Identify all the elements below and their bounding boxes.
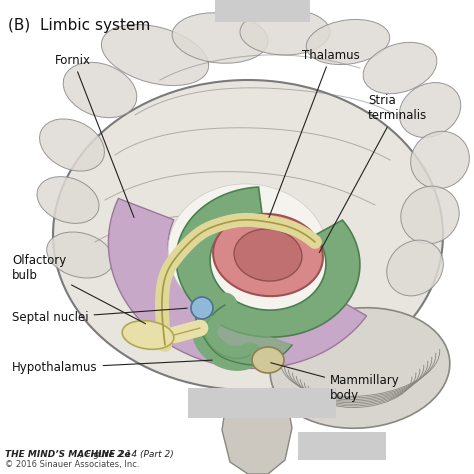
Text: (B)  Limbic system: (B) Limbic system xyxy=(8,18,150,33)
Text: Stria
terminalis: Stria terminalis xyxy=(319,94,427,253)
Polygon shape xyxy=(222,390,292,474)
Text: © 2016 Sinauer Associates, Inc.: © 2016 Sinauer Associates, Inc. xyxy=(5,460,139,469)
FancyBboxPatch shape xyxy=(188,388,336,418)
Ellipse shape xyxy=(410,131,469,189)
Ellipse shape xyxy=(39,119,104,171)
Ellipse shape xyxy=(399,82,461,137)
Ellipse shape xyxy=(101,25,209,86)
Ellipse shape xyxy=(363,42,437,94)
Polygon shape xyxy=(109,199,366,368)
Polygon shape xyxy=(195,310,292,365)
Ellipse shape xyxy=(191,297,213,319)
Text: Mammillary
body: Mammillary body xyxy=(271,363,400,402)
Ellipse shape xyxy=(168,184,328,320)
Text: Thalamus: Thalamus xyxy=(269,48,360,218)
Ellipse shape xyxy=(213,214,323,296)
FancyBboxPatch shape xyxy=(298,432,386,460)
Ellipse shape xyxy=(53,80,443,390)
Ellipse shape xyxy=(172,13,268,63)
Text: THE MIND’S MACHINE 2e: THE MIND’S MACHINE 2e xyxy=(5,450,131,459)
Text: , Figure 2.14 (Part 2): , Figure 2.14 (Part 2) xyxy=(80,450,173,459)
Ellipse shape xyxy=(46,232,113,278)
Text: Olfactory
bulb: Olfactory bulb xyxy=(12,254,146,324)
Ellipse shape xyxy=(240,9,330,55)
Ellipse shape xyxy=(306,19,390,64)
Ellipse shape xyxy=(270,308,450,428)
Text: Septal nuclei: Septal nuclei xyxy=(12,308,187,325)
Ellipse shape xyxy=(63,62,137,118)
Ellipse shape xyxy=(234,229,302,281)
Polygon shape xyxy=(176,187,360,337)
Ellipse shape xyxy=(387,240,443,296)
Ellipse shape xyxy=(252,347,284,373)
FancyBboxPatch shape xyxy=(215,0,310,22)
Ellipse shape xyxy=(401,186,459,244)
Text: Fornix: Fornix xyxy=(55,54,134,218)
Ellipse shape xyxy=(37,177,99,223)
Text: Hypothalamus: Hypothalamus xyxy=(12,360,212,374)
Ellipse shape xyxy=(122,321,174,349)
